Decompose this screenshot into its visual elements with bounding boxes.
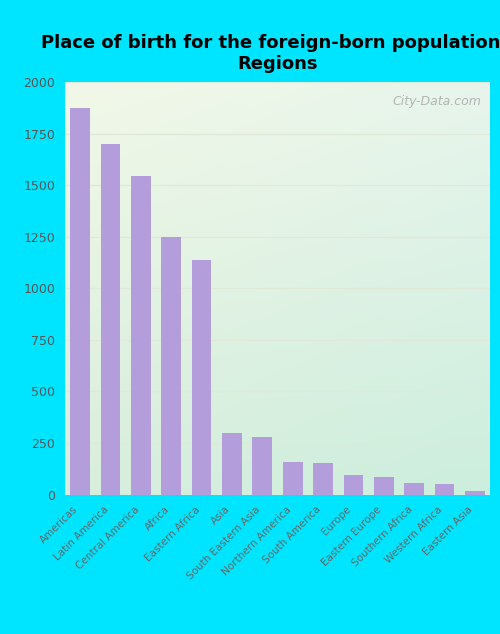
Bar [252, 437, 272, 495]
Bar [192, 260, 212, 495]
Bar [222, 433, 242, 495]
Bar [344, 475, 363, 495]
Bar [404, 482, 424, 495]
Bar [434, 484, 454, 495]
Bar [313, 463, 333, 495]
Text: City-Data.com: City-Data.com [392, 95, 482, 108]
Title: Place of birth for the foreign-born population -
Regions: Place of birth for the foreign-born popu… [41, 34, 500, 72]
Bar [465, 491, 484, 495]
Bar [70, 108, 90, 495]
Bar [374, 477, 394, 495]
Bar [283, 462, 302, 495]
Bar [131, 176, 151, 495]
Bar [162, 237, 181, 495]
Bar [100, 145, 120, 495]
